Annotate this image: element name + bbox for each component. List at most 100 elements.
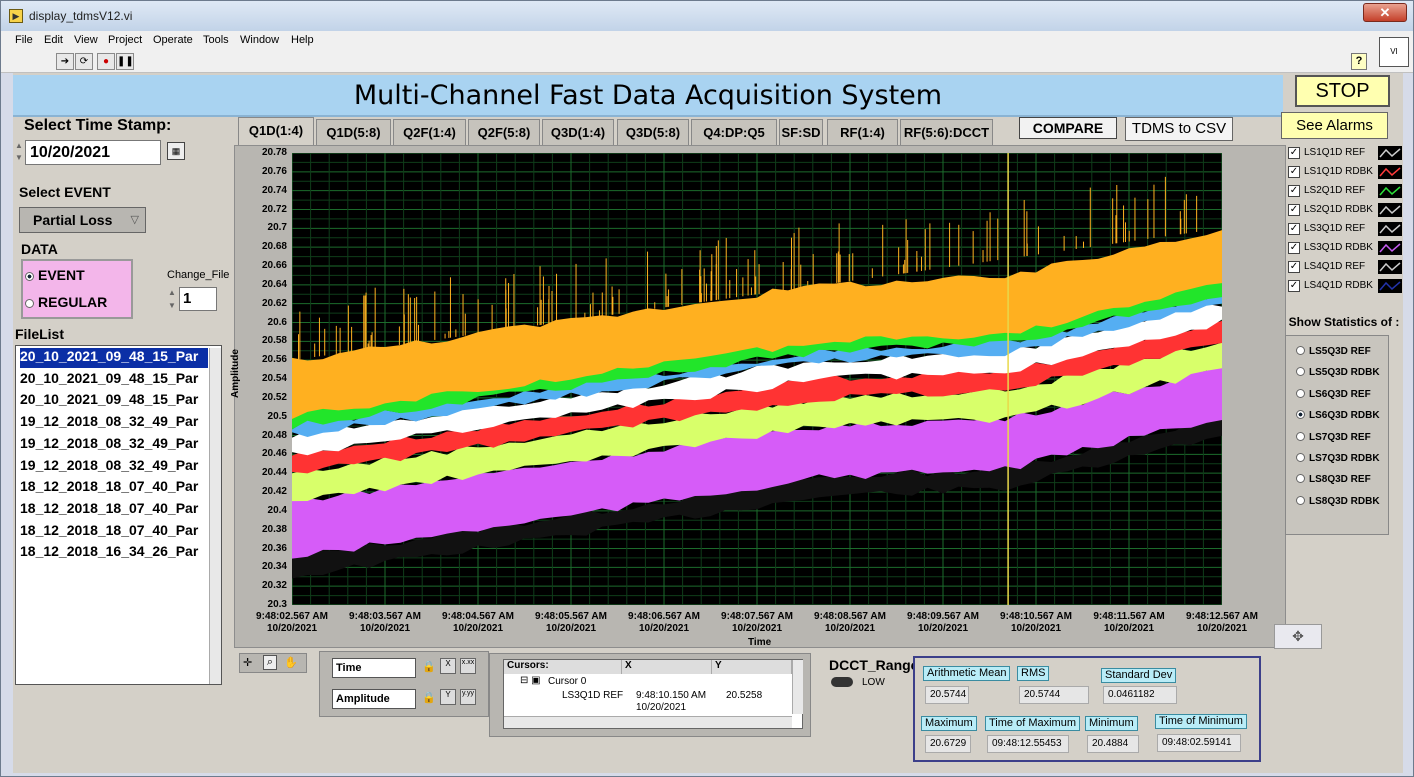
calendar-icon[interactable]: ▦ (167, 142, 185, 160)
change-file-spinner-icon[interactable]: ▲ ▼ (168, 288, 176, 310)
date-field[interactable]: 10/20/2021 (25, 140, 161, 165)
compare-button[interactable]: COMPARE (1019, 117, 1117, 139)
menu-window[interactable]: Window (240, 34, 280, 46)
graph-navigation-icon[interactable]: ✥ (1274, 624, 1322, 649)
file-list-scrollbar[interactable] (209, 348, 221, 684)
legend-item[interactable]: ✓ LS2Q1D RDBK (1286, 202, 1402, 219)
legend-swatch[interactable] (1378, 241, 1402, 255)
checkbox-icon[interactable]: ✓ (1288, 147, 1300, 159)
date-spinner-icon[interactable]: ▲ ▼ (15, 141, 23, 162)
list-item[interactable]: 19_12_2018_08_32_49_Par (20, 413, 199, 430)
checkbox-icon[interactable]: ✓ (1288, 223, 1300, 235)
autoscale-x-icon[interactable]: X (440, 658, 456, 674)
legend-item[interactable]: ✓ LS3Q1D REF (1286, 221, 1402, 238)
tab-q3d-1-4[interactable]: Q3D(1:4) (542, 119, 614, 146)
legend-swatch[interactable] (1378, 203, 1402, 217)
checkbox-icon[interactable]: ✓ (1288, 204, 1300, 216)
change-file-field[interactable]: 1 (179, 287, 217, 311)
stats-radio-option[interactable]: LS6Q3D REF (1296, 388, 1371, 400)
checkbox-icon[interactable]: ✓ (1288, 280, 1300, 292)
legend-item[interactable]: ✓ LS4Q1D REF (1286, 259, 1402, 276)
tab-q2f-5-8[interactable]: Q2F(5:8) (468, 119, 540, 146)
stats-radio-option[interactable]: LS5Q3D RDBK (1296, 367, 1380, 378)
tab-q4-dp-q5[interactable]: Q4:DP:Q5 (691, 119, 777, 146)
list-item[interactable]: 18_12_2018_18_07_40_Par (20, 478, 199, 495)
radio-event[interactable]: EVENT (25, 267, 85, 283)
statistics-panel: Arithmetic Mean 20.5744 RMS 20.5744 Stan… (913, 656, 1261, 762)
stop-button[interactable]: STOP (1295, 75, 1390, 107)
tab-q3d-5-8[interactable]: Q3D(5:8) (617, 119, 689, 146)
tab-sf-sd[interactable]: SF:SD (779, 119, 823, 146)
zoom-icon[interactable]: ⌕ (263, 655, 277, 670)
stats-radio-option[interactable]: LS8Q3D REF (1296, 474, 1371, 485)
stats-radio-option[interactable]: LS5Q3D REF (1296, 346, 1371, 357)
stats-radio-option[interactable]: LS6Q3D RDBK (1296, 410, 1380, 421)
checkbox-icon[interactable]: ✓ (1288, 242, 1300, 254)
abort-icon[interactable]: ● (97, 53, 115, 70)
checkbox-icon[interactable]: ✓ (1288, 166, 1300, 178)
file-list[interactable]: 20_10_2021_09_48_15_Par 20_10_2021_09_48_… (15, 345, 222, 685)
help-icon[interactable]: ? (1351, 53, 1367, 70)
checkbox-icon[interactable]: ✓ (1288, 261, 1300, 273)
legend-swatch[interactable] (1378, 146, 1402, 160)
cursor-vscrollbar[interactable] (792, 660, 803, 714)
legend-swatch[interactable] (1378, 222, 1402, 236)
autoscale-y-icon[interactable]: Y (440, 689, 456, 705)
stats-radio-option[interactable]: LS7Q3D RDBK (1296, 453, 1380, 464)
format-x-icon[interactable]: x.xx (460, 658, 476, 674)
event-dropdown[interactable]: Partial Loss ▽ (19, 207, 146, 233)
tmax-label: Time of Maximum (985, 716, 1080, 731)
stats-radio-option[interactable]: LS7Q3D REF (1296, 431, 1371, 443)
pause-icon[interactable]: ❚❚ (116, 53, 134, 70)
run-continuous-icon[interactable]: ⟳ (75, 53, 93, 70)
x-tick-label: 9:48:04.567 AM 10/20/2021 (423, 611, 533, 635)
menu-file[interactable]: File (15, 34, 33, 46)
legend-swatch[interactable] (1378, 165, 1402, 179)
legend-swatch[interactable] (1378, 279, 1402, 293)
see-alarms-button[interactable]: See Alarms (1281, 112, 1388, 139)
legend-item[interactable]: ✓ LS4Q1D RDBK (1286, 278, 1402, 295)
cursor-legend[interactable]: Cursors: X Y ⊟ ▣ Cursor 0 LS3Q1D REF 9:4… (503, 659, 803, 729)
tab-rf-5-6-dcct[interactable]: RF(5:6):DCCT (900, 119, 993, 146)
toggle-switch-icon[interactable] (831, 677, 853, 687)
legend-swatch[interactable] (1378, 260, 1402, 274)
menu-tools[interactable]: Tools (203, 34, 229, 46)
menu-edit[interactable]: Edit (44, 34, 63, 46)
list-item[interactable]: 18_12_2018_16_34_26_Par (20, 543, 199, 560)
checkbox-icon[interactable]: ✓ (1288, 185, 1300, 197)
legend-item[interactable]: ✓ LS3Q1D RDBK (1286, 240, 1402, 257)
tab-q1d-1-4[interactable]: Q1D(1:4) (238, 117, 314, 147)
title-bar: ▶ display_tdmsV12.vi ✕ (1, 1, 1413, 31)
tab-rf-1-4[interactable]: RF(1:4) (827, 119, 898, 146)
legend-item[interactable]: ✓ LS2Q1D REF (1286, 183, 1402, 200)
cursor-hscrollbar[interactable] (504, 716, 792, 728)
pan-hand-icon[interactable]: ✋ (284, 657, 298, 669)
list-item[interactable]: 20_10_2021_09_48_15_Par (20, 391, 199, 408)
legend-swatch[interactable] (1378, 184, 1402, 198)
legend-item[interactable]: ✓ LS1Q1D REF (1286, 145, 1402, 162)
menu-view[interactable]: View (74, 34, 98, 46)
list-item[interactable]: 18_12_2018_18_07_40_Par (20, 499, 199, 516)
list-item[interactable]: 19_12_2018_08_32_49_Par (20, 434, 199, 451)
menu-project[interactable]: Project (108, 34, 143, 46)
tdms-to-csv-button[interactable]: TDMS to CSV (1125, 117, 1233, 141)
close-button[interactable]: ✕ (1363, 3, 1407, 22)
menu-operate[interactable]: Operate (153, 34, 193, 46)
list-item[interactable]: 19_12_2018_08_32_49_Par (20, 456, 199, 473)
stats-radio-option[interactable]: LS8Q3D RDBK (1296, 495, 1380, 507)
legend-item[interactable]: ✓ LS1Q1D RDBK (1286, 164, 1402, 181)
list-item[interactable]: 20_10_2021_09_48_15_Par (20, 369, 199, 386)
format-y-icon[interactable]: y.yy (460, 689, 476, 705)
tab-q1d-5-8[interactable]: Q1D(5:8) (316, 119, 391, 146)
crosshair-icon[interactable]: ✛ (243, 657, 253, 669)
cursor-name[interactable]: Cursor 0 (548, 676, 587, 687)
lock-icon[interactable]: 🔒 (422, 661, 436, 673)
list-item[interactable]: 18_12_2018_18_07_40_Par (20, 521, 199, 538)
tab-q2f-1-4[interactable]: Q2F(1:4) (393, 119, 466, 146)
lock-icon[interactable]: 🔒 (422, 692, 436, 704)
run-arrow-icon[interactable]: ➔ (56, 53, 74, 70)
list-item[interactable]: 20_10_2021_09_48_15_Par (20, 348, 208, 368)
plot-area[interactable] (292, 153, 1222, 605)
radio-regular[interactable]: REGULAR (25, 294, 107, 310)
menu-help[interactable]: Help (291, 34, 314, 46)
